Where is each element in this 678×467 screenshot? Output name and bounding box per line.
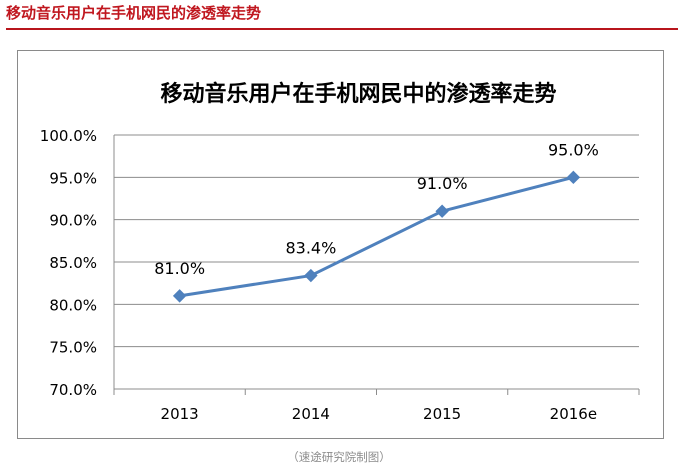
x-tick-label: 2015 <box>423 405 461 423</box>
chart-container: 移动音乐用户在手机网民中的渗透率走势 70.0% 75.0% 80.0% 85.0% 90… <box>17 50 664 439</box>
y-tick-label: 75.0% <box>49 339 97 357</box>
data-point-marker <box>304 268 318 283</box>
data-label: 81.0% <box>154 259 205 278</box>
y-tick-label: 70.0% <box>49 381 97 399</box>
page-heading: 移动音乐用户在手机网民的渗透率走势 <box>6 4 262 22</box>
y-tick-label: 95.0% <box>49 169 97 187</box>
y-tick-label: 90.0% <box>49 212 97 230</box>
x-tick-label: 2016e <box>550 405 597 423</box>
line-chart: 移动音乐用户在手机网民中的渗透率走势 70.0% 75.0% 80.0% 85.0% 90… <box>40 81 640 423</box>
chart-title: 移动音乐用户在手机网民中的渗透率走势 <box>160 81 556 107</box>
x-tick-label: 2013 <box>161 405 199 423</box>
y-tick-label: 85.0% <box>49 254 97 272</box>
y-tick-label: 80.0% <box>49 296 97 314</box>
data-point-marker <box>566 170 581 185</box>
data-point-marker <box>172 289 187 303</box>
data-label: 83.4% <box>285 239 336 258</box>
x-tick-label: 2014 <box>292 405 330 423</box>
y-tick-label: 100.0% <box>40 127 97 145</box>
data-point-marker <box>435 204 449 218</box>
data-label: 95.0% <box>548 140 599 159</box>
heading-divider <box>6 28 678 30</box>
series-line <box>179 175 574 298</box>
data-label: 91.0% <box>417 174 468 193</box>
source-caption: （速途研究院制图） <box>287 450 391 464</box>
